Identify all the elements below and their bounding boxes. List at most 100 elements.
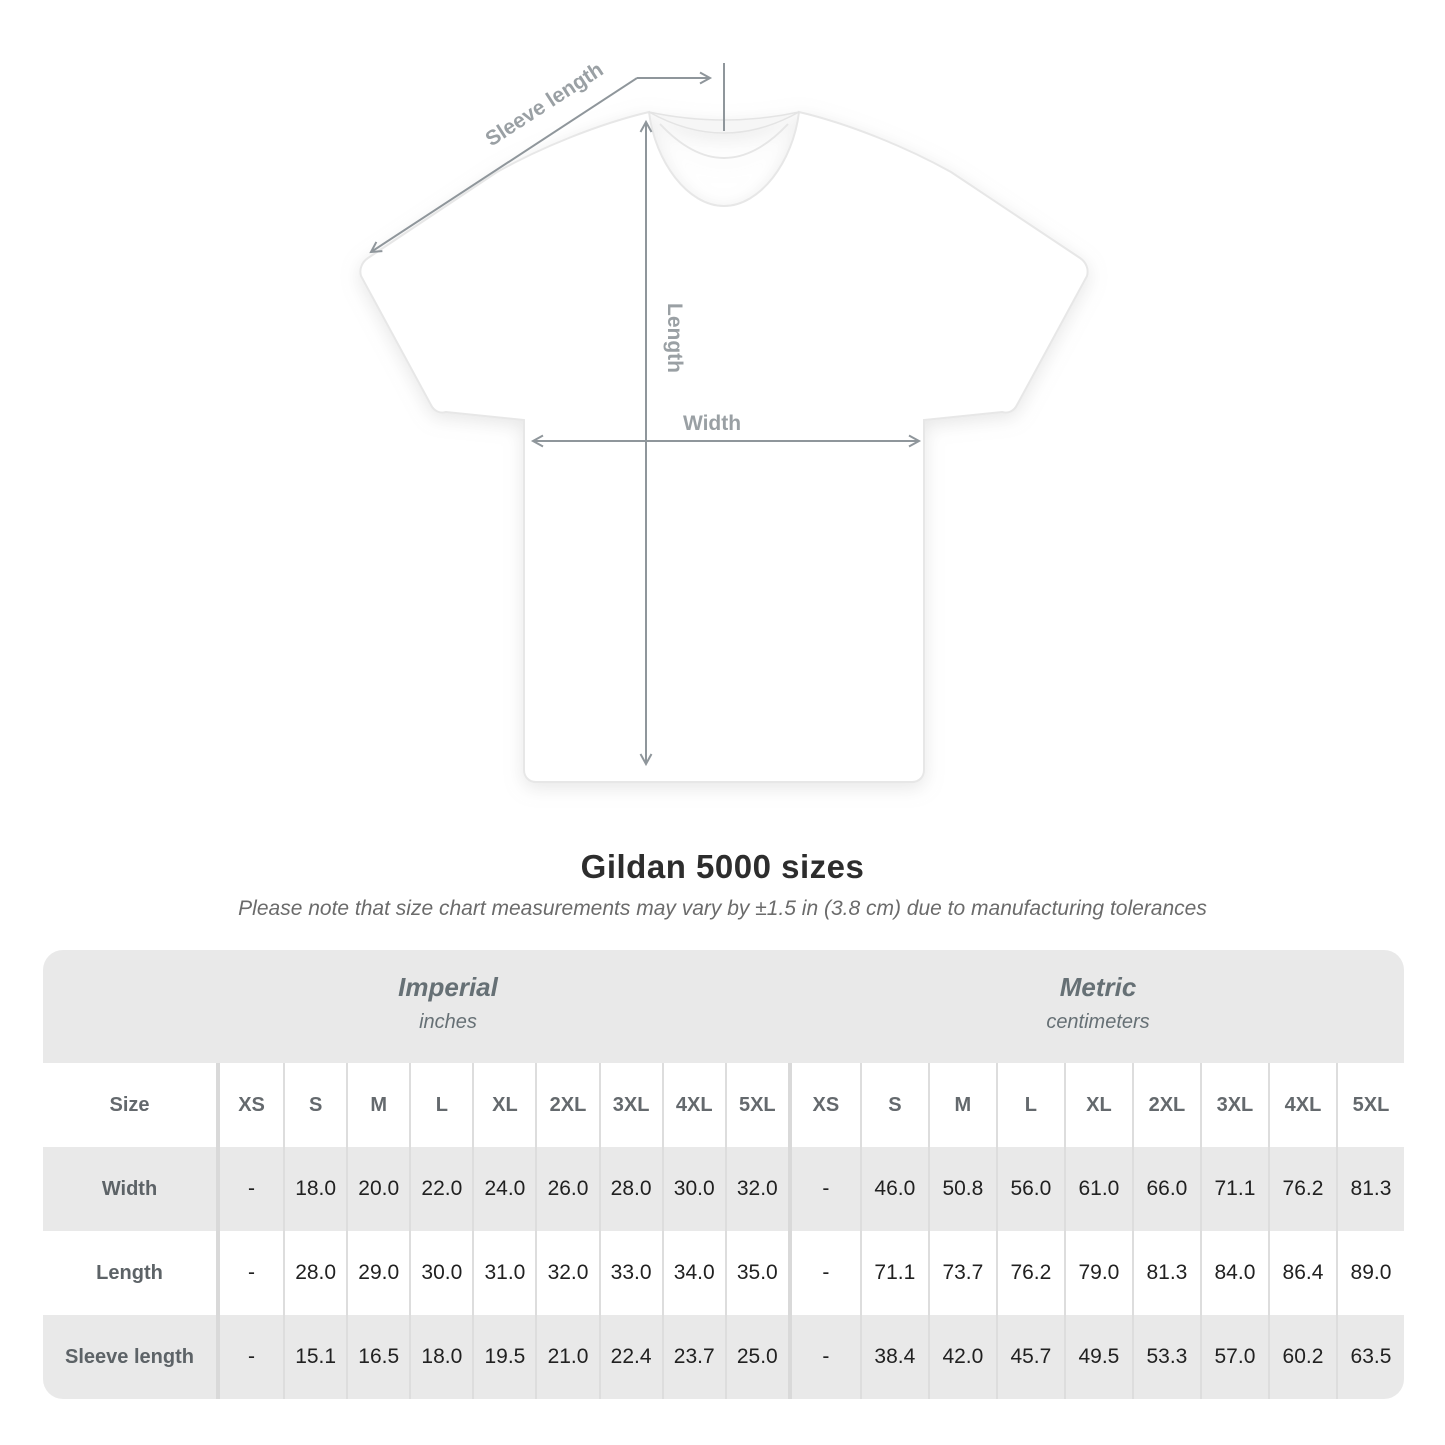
size-value-cell: 50.8: [927, 1147, 996, 1231]
size-value-cell: 81.3: [1131, 1231, 1200, 1315]
size-col-header: XL: [1063, 1063, 1132, 1147]
size-value-cell: 29.0: [346, 1231, 409, 1315]
size-value-cell: 23.7: [661, 1315, 725, 1399]
size-value-cell: 25.0: [724, 1315, 788, 1399]
size-value-cell: 21.0: [535, 1315, 598, 1399]
size-value-cell: 32.0: [724, 1147, 788, 1231]
size-value-cell: 76.2: [1267, 1147, 1336, 1231]
size-value-cell: 20.0: [346, 1147, 409, 1231]
size-value-cell: 33.0: [598, 1231, 662, 1315]
divider: [787, 1315, 792, 1399]
size-value-cell: 84.0: [1199, 1231, 1268, 1315]
size-value-cell: 79.0: [1063, 1231, 1132, 1315]
size-value-cell: 15.1: [283, 1315, 346, 1399]
size-col-header: M: [346, 1063, 409, 1147]
table-row-length: Length - 28.0 29.0 30.0 31.0 32.0 33.0 3…: [43, 1231, 1404, 1315]
size-value-cell: 66.0: [1131, 1147, 1200, 1231]
measurement-lines: [369, 63, 922, 767]
size-value-cell: 73.7: [927, 1231, 996, 1315]
size-value-cell: 32.0: [535, 1231, 598, 1315]
size-value-cell: 16.5: [346, 1315, 409, 1399]
row-label: Length: [96, 1261, 163, 1284]
size-col-header: M: [927, 1063, 996, 1147]
row-label: Sleeve length: [65, 1345, 194, 1368]
size-value-cell: 63.5: [1335, 1315, 1404, 1399]
size-value-cell: -: [248, 1261, 256, 1284]
page-title: Gildan 5000 sizes: [580, 848, 865, 885]
size-value-cell: 86.4: [1267, 1231, 1336, 1315]
size-col-header: XL: [472, 1063, 535, 1147]
tshirt-illustration: [359, 110, 1089, 783]
size-col-header: 3XL: [598, 1063, 662, 1147]
size-col-header: 5XL: [724, 1063, 788, 1147]
size-value-cell: 31.0: [472, 1231, 535, 1315]
size-col-header: XS: [812, 1093, 840, 1116]
size-col-header: L: [995, 1063, 1064, 1147]
collar-ribbing: [659, 123, 789, 159]
sleeve-length-arrow-diagonal: [369, 77, 638, 254]
size-value-cell: 18.0: [283, 1147, 346, 1231]
size-value-cell: 71.1: [1199, 1147, 1268, 1231]
size-value-cell: 30.0: [409, 1231, 472, 1315]
size-col-header: 5XL: [1335, 1063, 1404, 1147]
size-value-cell: 60.2: [1267, 1315, 1336, 1399]
size-col-header: L: [409, 1063, 472, 1147]
size-value-cell: 19.5: [472, 1315, 535, 1399]
size-value-cell: 28.0: [598, 1147, 662, 1231]
imperial-unit-label: inches: [419, 1011, 477, 1033]
size-value-cell: 56.0: [995, 1147, 1064, 1231]
size-value-cell: 28.0: [283, 1231, 346, 1315]
size-value-cell: 89.0: [1335, 1231, 1404, 1315]
size-value-cell: 71.1: [859, 1231, 928, 1315]
divider: [787, 1063, 792, 1147]
size-value-cell: 45.7: [995, 1315, 1064, 1399]
size-value-cell: 49.5: [1063, 1315, 1132, 1399]
size-value-cell: 53.3: [1131, 1315, 1200, 1399]
metric-unit-group: Metric centimeters: [792, 972, 1404, 1034]
size-value-cell: 34.0: [661, 1231, 725, 1315]
size-value-cell: 42.0: [927, 1315, 996, 1399]
size-value-cell: 61.0: [1063, 1147, 1132, 1231]
divider: [787, 1147, 792, 1231]
size-col-header: 4XL: [661, 1063, 725, 1147]
size-value-cell: 22.4: [598, 1315, 662, 1399]
size-value-cell: 22.0: [409, 1147, 472, 1231]
size-col-header: S: [859, 1063, 928, 1147]
divider: [787, 1231, 792, 1315]
size-value-cell: 38.4: [859, 1315, 928, 1399]
size-value-cell: 57.0: [1199, 1315, 1268, 1399]
width-label: Width: [683, 412, 741, 435]
size-corner-header: Size: [109, 1093, 150, 1116]
divider: [216, 1063, 220, 1147]
size-col-header: 3XL: [1199, 1063, 1268, 1147]
page-subtitle: Please note that size chart measurements…: [238, 897, 1207, 920]
size-value-cell: 26.0: [535, 1147, 598, 1231]
size-value-cell: -: [822, 1177, 830, 1200]
unit-band: Imperial inches Metric centimeters: [43, 950, 1404, 1063]
size-col-header: 4XL: [1267, 1063, 1336, 1147]
metric-label: Metric: [1059, 972, 1137, 1002]
size-value-cell: -: [822, 1345, 830, 1368]
divider: [216, 1147, 220, 1231]
size-value-cell: 18.0: [409, 1315, 472, 1399]
size-col-header: 2XL: [1131, 1063, 1200, 1147]
size-value-cell: 81.3: [1335, 1147, 1404, 1231]
size-col-header: S: [283, 1063, 346, 1147]
size-table: Imperial inches Metric centimeters Size …: [43, 950, 1404, 1399]
size-value-cell: -: [822, 1261, 830, 1284]
size-value-cell: 35.0: [724, 1231, 788, 1315]
divider: [216, 1231, 220, 1315]
imperial-label: Imperial: [398, 972, 498, 1002]
size-col-header: XS: [238, 1093, 265, 1116]
length-label: Length: [663, 303, 686, 373]
size-value-cell: -: [248, 1177, 256, 1200]
metric-unit-label: centimeters: [1046, 1011, 1150, 1033]
divider: [216, 1315, 220, 1399]
size-header-row: Size XS S M L XL 2XL 3XL 4XL 5XL XS S M …: [43, 1063, 1404, 1147]
size-value-cell: 30.0: [661, 1147, 725, 1231]
row-label: Width: [101, 1177, 158, 1200]
size-value-cell: 24.0: [472, 1147, 535, 1231]
table-row-sleeve-length: Sleeve length - 15.1 16.5 18.0 19.5 21.0…: [43, 1315, 1404, 1399]
size-col-header: 2XL: [535, 1063, 598, 1147]
size-value-cell: 46.0: [859, 1147, 928, 1231]
